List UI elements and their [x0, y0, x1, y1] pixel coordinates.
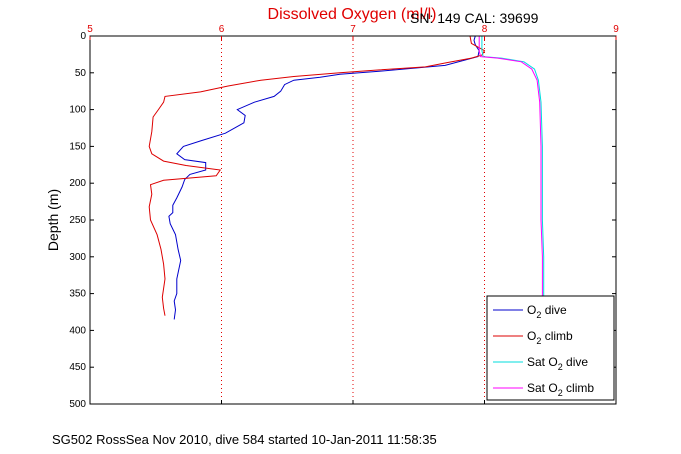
y-tick-label: 350	[69, 289, 86, 300]
legend-label: O2 climb	[527, 329, 573, 346]
x-tick-label: 9	[613, 24, 619, 35]
footer-label: SG502 RossSea Nov 2010, dive 584 started…	[52, 432, 437, 447]
y-tick-label: 450	[69, 362, 86, 373]
grid-layer	[221, 36, 485, 404]
series-line-sat-o2-climb	[478, 36, 543, 301]
x-axis-ticks: 5 6 7 8 9	[87, 24, 619, 404]
y-tick-label: 250	[69, 215, 86, 226]
y-tick-label: 0	[80, 31, 86, 42]
y-tick-label: 200	[69, 178, 86, 189]
y-tick-label: 100	[69, 105, 86, 116]
legend-label: O2 dive	[527, 303, 567, 320]
y-tick-label: 300	[69, 252, 86, 263]
x-tick-label: 6	[219, 24, 225, 35]
series-line-o2-dive	[168, 35, 480, 320]
legend: O2 dive O2 climb Sat O2 dive Sat O2 climb	[486, 295, 615, 401]
y-tick-label: 500	[69, 399, 86, 410]
x-tick-label: 8	[482, 24, 488, 35]
serial-calibration-label: SN: 149 CAL: 39699	[410, 10, 539, 26]
series-line-o2-climb	[148, 35, 486, 316]
y-axis-label: Depth (m)	[45, 189, 61, 251]
legend-box	[486, 295, 615, 401]
legend-label: Sat O2 climb	[527, 381, 594, 398]
y-tick-label: 50	[75, 68, 87, 79]
y-axis-ticks: 0 50 100 150 200 250 300 350 400 450 500	[69, 31, 616, 410]
series-layer	[148, 35, 545, 320]
x-tick-label: 7	[350, 24, 356, 35]
y-tick-label: 400	[69, 325, 86, 336]
legend-label: Sat O2 dive	[527, 355, 588, 372]
x-tick-label: 5	[87, 24, 93, 35]
chart-title: Dissolved Oxygen (ml/l)	[268, 6, 437, 23]
y-tick-label: 150	[69, 141, 86, 152]
